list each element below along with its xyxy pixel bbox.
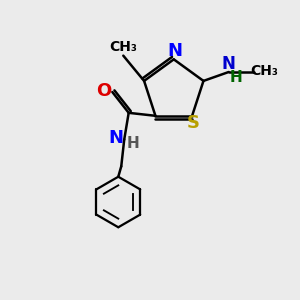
Text: CH₃: CH₃ [110, 40, 137, 54]
Text: CH₃: CH₃ [250, 64, 278, 77]
Text: H: H [230, 70, 242, 85]
Text: O: O [96, 82, 112, 100]
Text: N: N [168, 42, 183, 60]
Text: N: N [222, 55, 236, 73]
Text: N: N [108, 129, 123, 147]
Text: S: S [187, 114, 200, 132]
Text: H: H [126, 136, 139, 151]
